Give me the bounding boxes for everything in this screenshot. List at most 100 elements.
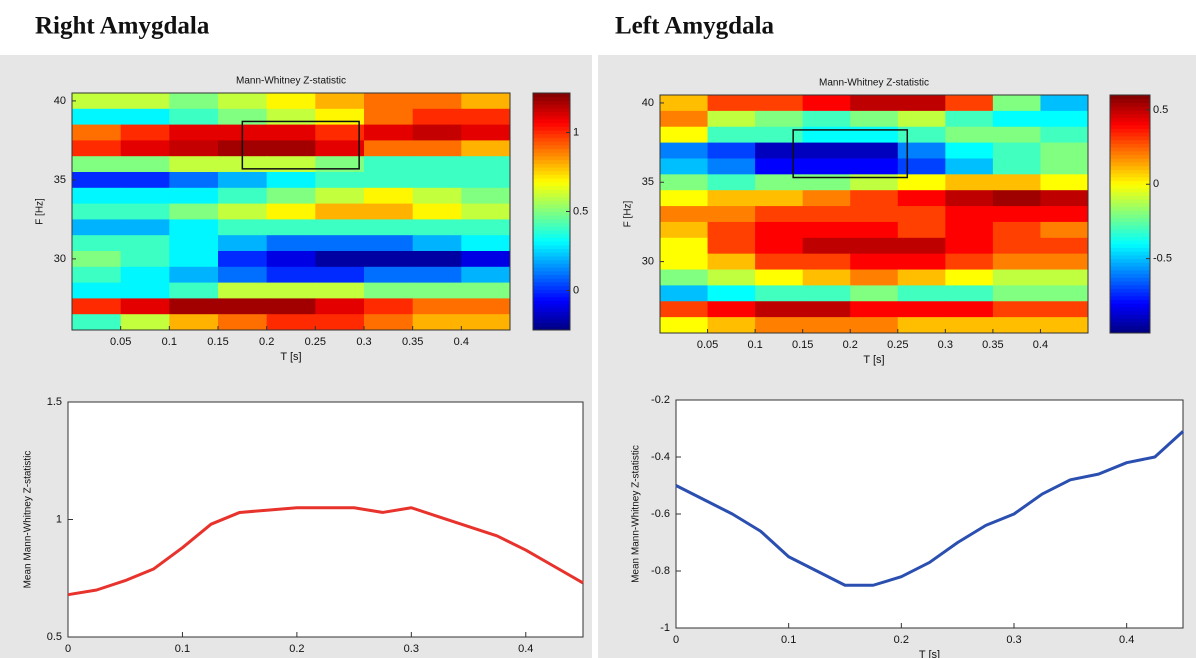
x-tick-label: 0.1 xyxy=(781,634,796,646)
heat-cell xyxy=(169,203,219,220)
heat-cell xyxy=(364,203,414,220)
colorbar-step xyxy=(1110,258,1150,263)
heat-cell xyxy=(755,142,804,159)
colorbar-step xyxy=(533,111,570,116)
heat-cell xyxy=(364,298,414,315)
colorbar-step xyxy=(533,100,570,105)
heat-cell xyxy=(412,124,462,141)
colorbar-step xyxy=(533,211,570,216)
heat-cell xyxy=(707,206,756,223)
colorbar-step xyxy=(1110,247,1150,252)
heat-cell xyxy=(218,172,268,189)
colorbar-step xyxy=(1110,325,1150,330)
colorbar-step xyxy=(533,192,570,198)
y-tick-label: -0.4 xyxy=(651,451,670,463)
colorbar-step xyxy=(533,93,570,98)
heat-cell xyxy=(412,187,462,205)
heat-cell xyxy=(992,174,1041,191)
colorbar-tick-label: 0 xyxy=(573,284,579,296)
heat-cell xyxy=(120,156,170,173)
heat-cell xyxy=(461,251,511,268)
heat-cell xyxy=(945,174,994,191)
heat-cell xyxy=(266,93,316,110)
panel-heading: Left Amygdala xyxy=(615,13,775,40)
colorbar-step xyxy=(1110,139,1150,144)
heat-cell xyxy=(461,108,511,126)
x-tick-label: 0.1 xyxy=(162,336,177,348)
heat-cell xyxy=(1040,158,1089,175)
y-axis-label: F [Hz] xyxy=(35,198,46,225)
heat-cell xyxy=(72,93,122,110)
colorbar-step xyxy=(1110,306,1150,312)
heat-cell xyxy=(992,126,1041,144)
heat-cell xyxy=(364,219,414,236)
heat-cell xyxy=(992,237,1041,255)
colorbar-step xyxy=(1110,284,1150,289)
heat-cell xyxy=(120,235,170,252)
heat-cell xyxy=(660,95,709,112)
heat-cell xyxy=(169,314,219,331)
colorbar-step xyxy=(1110,180,1150,185)
colorbar-step xyxy=(1110,143,1150,148)
heat-cell xyxy=(120,187,170,205)
colorbar-tick-label: 0.5 xyxy=(573,205,588,217)
heat-cell xyxy=(218,235,268,252)
x-tick-label: 0.35 xyxy=(982,339,1003,351)
heat-cell xyxy=(169,93,219,110)
heat-cell xyxy=(412,235,462,252)
colorbar-step xyxy=(1110,161,1150,167)
colorbar-step xyxy=(533,174,570,179)
heat-cell xyxy=(660,110,709,128)
heat-cell xyxy=(897,301,946,318)
heat-cell xyxy=(850,285,899,302)
heat-cell xyxy=(169,172,219,189)
colorbar-step xyxy=(1110,269,1150,274)
heat-cell xyxy=(120,314,170,331)
colorbar-step xyxy=(533,189,570,194)
heat-cell xyxy=(412,140,462,157)
heat-cell xyxy=(707,253,756,271)
heat-cell xyxy=(945,110,994,128)
heat-cell xyxy=(1040,221,1089,239)
heat-cell xyxy=(850,269,899,286)
heat-cell xyxy=(802,253,851,271)
heat-cell xyxy=(850,190,899,207)
heat-cell xyxy=(1040,285,1089,302)
heat-cell xyxy=(992,190,1041,207)
heat-cell xyxy=(218,251,268,268)
colorbar-step xyxy=(533,304,570,309)
y-tick-label: 40 xyxy=(54,95,66,107)
colorbar-step xyxy=(1110,266,1150,271)
heat-cell xyxy=(660,269,709,286)
heat-cell xyxy=(412,314,462,331)
colorbar-step xyxy=(1110,121,1150,126)
heat-cell xyxy=(72,172,122,189)
y-tick-label: 40 xyxy=(642,97,654,109)
heat-cell xyxy=(315,251,365,268)
colorbar-step xyxy=(533,159,570,164)
x-tick-label: 0.35 xyxy=(402,336,423,348)
heat-cell xyxy=(315,282,365,299)
heat-cell xyxy=(72,235,122,252)
heat-cell xyxy=(1040,269,1089,286)
colorbar-step xyxy=(1110,106,1150,111)
heat-cell xyxy=(802,110,851,128)
heat-cell xyxy=(169,219,219,236)
heat-cell xyxy=(660,142,709,159)
colorbar-step xyxy=(1110,299,1150,304)
colorbar-step xyxy=(1110,254,1150,260)
x-axis-label: T [s] xyxy=(280,351,301,363)
heat-cell xyxy=(412,203,462,220)
heat-cell xyxy=(755,174,804,191)
colorbar-step xyxy=(533,137,570,142)
heat-cell xyxy=(802,285,851,302)
colorbar-step xyxy=(533,270,570,275)
heat-cell xyxy=(850,158,899,175)
heat-cell xyxy=(461,235,511,252)
heat-cell xyxy=(461,187,511,205)
colorbar-step xyxy=(533,259,570,264)
x-tick-label: 0.15 xyxy=(792,339,813,351)
heat-cell xyxy=(120,172,170,189)
colorbar-step xyxy=(533,252,570,257)
colorbar-step xyxy=(1110,225,1150,230)
